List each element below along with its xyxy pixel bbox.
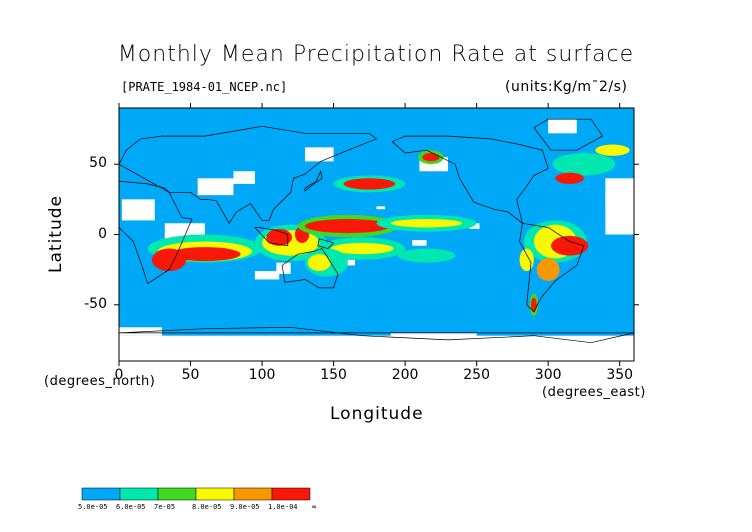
- x-unit-label: (degrees_north): [44, 374, 156, 389]
- x-tick-label: 250: [463, 367, 490, 383]
- precip-feature: [397, 248, 456, 263]
- file-label: [PRATE_1984-01_NCEP.nc]: [121, 80, 288, 94]
- y-tick-label: 50: [89, 155, 107, 172]
- precip-feature: [551, 235, 589, 256]
- precip-feature: [343, 178, 396, 190]
- precipitation-layer: [147, 144, 630, 317]
- colorbar-swatch: [157, 487, 197, 501]
- missing-region: [304, 147, 334, 162]
- missing-region: [412, 240, 427, 246]
- coastline: [281, 248, 339, 289]
- missing-region: [376, 206, 386, 210]
- coastline: [519, 222, 585, 313]
- colorbar-label: 6.0e-05: [116, 503, 146, 511]
- precip-feature: [552, 152, 616, 176]
- missing-region: [197, 178, 234, 196]
- coastline: [254, 227, 289, 247]
- coastline: [533, 118, 604, 151]
- coastline: [118, 326, 635, 344]
- coastline: [118, 180, 193, 285]
- missing-region: [390, 332, 477, 347]
- colorbar: [81, 487, 311, 501]
- colorbar-label: 5.0e-05: [78, 503, 108, 511]
- precip-feature: [169, 247, 241, 262]
- x-tick-label: 350: [606, 367, 634, 383]
- chart-title: Monthly Mean Precipitation Rate at surfa…: [117, 42, 635, 67]
- colorbar-label: 8.0e-05: [192, 503, 222, 511]
- missing-region: [548, 119, 577, 134]
- missing-region: [469, 223, 480, 229]
- precip-feature: [390, 219, 463, 228]
- colorbar-swatch: [271, 487, 311, 501]
- missing-region: [119, 327, 162, 336]
- coastline: [304, 170, 323, 192]
- precip-feature: [266, 228, 293, 246]
- x-axis-title: Longitude: [330, 404, 424, 424]
- x-tick-label: 100: [248, 367, 276, 383]
- precip-feature: [330, 242, 394, 255]
- colorbar-swatch: [233, 487, 273, 501]
- y-unit-label: (degrees_east): [542, 385, 646, 400]
- precip-feature: [151, 248, 187, 272]
- missing-region: [276, 262, 291, 274]
- coastline: [391, 135, 549, 225]
- colorbar-label: ∞: [312, 503, 317, 511]
- y-tick-label: 0: [98, 225, 107, 242]
- missing-data-layer: [119, 119, 634, 361]
- x-tick-label: 50: [181, 367, 200, 383]
- precip-feature: [519, 248, 534, 272]
- x-tick-label: 200: [391, 367, 419, 383]
- missing-region: [605, 192, 623, 207]
- x-tick-label: 0: [114, 367, 124, 383]
- coastline-layer: [118, 118, 635, 344]
- missing-region: [119, 335, 634, 361]
- x-tick-label: 300: [534, 367, 562, 383]
- precip-feature: [304, 219, 391, 234]
- missing-region: [233, 171, 255, 184]
- missing-region: [340, 259, 356, 266]
- colorbar-label: 7e-05: [154, 503, 176, 511]
- missing-region: [121, 199, 155, 221]
- y-axis-title: Latitude: [46, 195, 66, 273]
- y-tick-label: -50: [84, 295, 107, 312]
- colorbar-swatch: [195, 487, 235, 501]
- missing-region: [254, 271, 280, 280]
- coastline: [317, 238, 335, 249]
- precip-feature: [536, 258, 560, 281]
- precip-feature: [595, 144, 630, 156]
- axis-ticks: [114, 103, 639, 366]
- precip-feature: [307, 254, 331, 272]
- colorbar-label: 9.0e-05: [230, 503, 260, 511]
- colorbar-label: 1.0e-04: [268, 503, 298, 511]
- x-tick-label: 150: [320, 367, 347, 383]
- precip-feature: [422, 152, 440, 162]
- coastline: [118, 125, 378, 224]
- colorbar-swatch: [81, 487, 121, 501]
- colorbar-swatch: [119, 487, 159, 501]
- units-label: (units:Kg/m¯2/s): [505, 79, 628, 95]
- precip-feature: [555, 172, 584, 184]
